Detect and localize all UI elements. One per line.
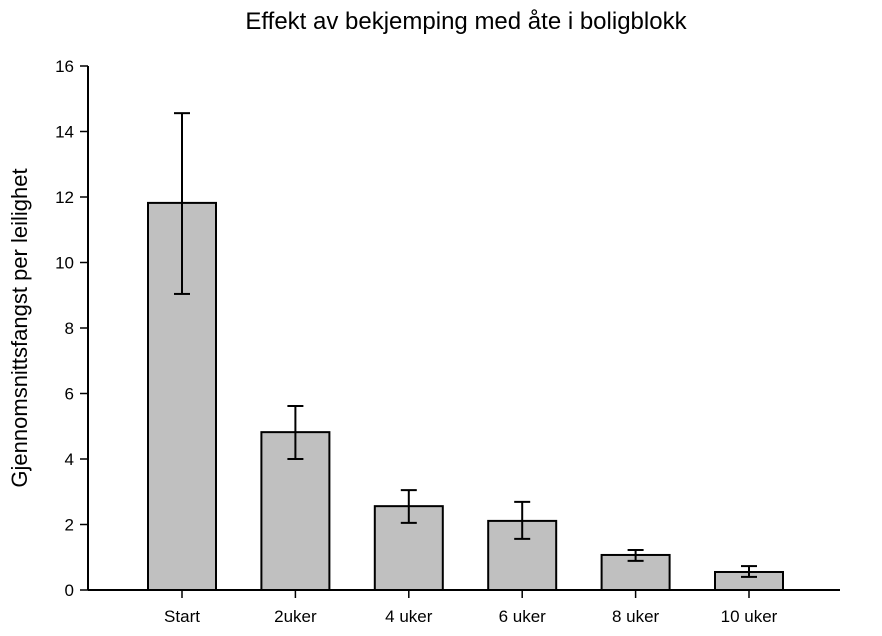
y-tick-label: 2 <box>65 516 74 535</box>
y-tick-label: 4 <box>65 450 74 469</box>
y-tick-label: 0 <box>65 581 74 600</box>
y-tick-label: 16 <box>55 57 74 76</box>
x-tick-label: 2uker <box>274 607 317 626</box>
y-tick-label: 12 <box>55 188 74 207</box>
x-tick-label: 6 uker <box>499 607 547 626</box>
y-tick-label: 10 <box>55 254 74 273</box>
y-tick-label: 8 <box>65 319 74 338</box>
chart-title: Effekt av bekjemping med åte i boligblok… <box>245 8 687 35</box>
x-tick-label: 4 uker <box>385 607 433 626</box>
x-tick-label: Start <box>164 607 200 626</box>
x-tick-label: 10 uker <box>721 607 778 626</box>
y-tick-label: 14 <box>55 123 74 142</box>
x-tick-label: 8 uker <box>612 607 660 626</box>
y-axis-label: Gjennomsnittsfangst per leilighet <box>7 168 32 487</box>
y-tick-label: 6 <box>65 385 74 404</box>
